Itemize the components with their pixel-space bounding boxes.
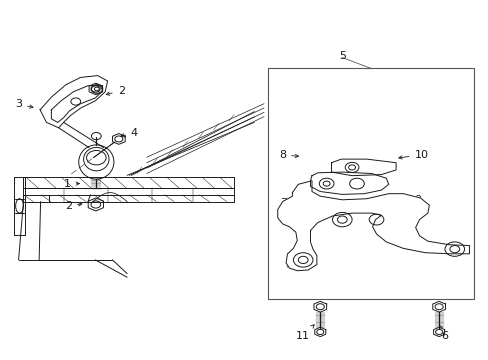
Text: 8: 8: [279, 150, 298, 160]
Text: 2: 2: [106, 86, 124, 96]
Text: 5: 5: [338, 51, 345, 61]
Text: 8: 8: [285, 260, 303, 270]
Text: 11: 11: [296, 325, 314, 341]
Polygon shape: [310, 172, 388, 194]
Text: 10: 10: [398, 150, 427, 160]
Polygon shape: [277, 181, 468, 271]
Text: 1: 1: [64, 179, 79, 189]
Polygon shape: [331, 159, 395, 176]
Bar: [267, 68, 473, 299]
Text: 3: 3: [15, 99, 33, 109]
Text: 4: 4: [121, 128, 138, 138]
Text: 7: 7: [280, 198, 298, 208]
Text: 9: 9: [398, 195, 421, 205]
Text: 6: 6: [438, 325, 447, 341]
Text: 2: 2: [65, 201, 81, 211]
